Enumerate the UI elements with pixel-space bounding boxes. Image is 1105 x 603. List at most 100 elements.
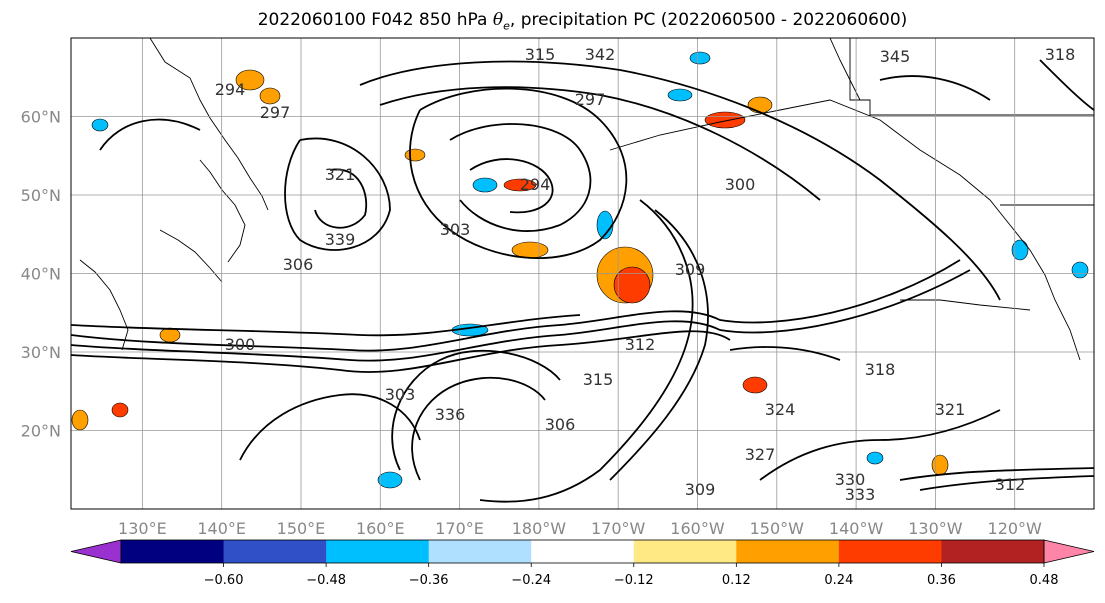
contour-label: 309: [675, 260, 706, 279]
precip-cell: [91, 118, 109, 132]
lat-label: 50°N: [21, 186, 61, 205]
contour-label: 342: [585, 45, 616, 64]
lon-label: 170°W: [591, 519, 646, 538]
contour-label: 345: [880, 47, 911, 66]
theta-e-contour: [919, 475, 1094, 491]
gridlines: [71, 38, 1094, 509]
contour-label: 303: [440, 220, 471, 239]
contour-label: 327: [745, 445, 776, 464]
theta-e-contour: [71, 259, 961, 352]
lon-label: 180°W: [512, 519, 567, 538]
contour-label: 294: [215, 80, 246, 99]
precip-cell: [1071, 261, 1089, 279]
theta-e-contour: [391, 349, 561, 471]
precip-cell: [704, 111, 746, 129]
precip-cell: [472, 177, 498, 193]
latitude-labels: 20°N 30°N 40°N 50°N 60°N: [21, 108, 61, 441]
contour-label: 303: [385, 385, 416, 404]
theta-e-contour: [314, 168, 368, 229]
precip-cell: [689, 51, 711, 65]
contour-label: 297: [260, 103, 291, 122]
contour-label: 306: [283, 255, 314, 274]
precip-cell: [235, 69, 265, 91]
theta-e-contour: [729, 346, 841, 361]
theta-e-contour: [379, 86, 821, 201]
precip-cell: [71, 409, 89, 431]
precip-cell: [667, 88, 693, 102]
contour-label: 315: [583, 370, 614, 389]
contour-label: 321: [935, 400, 966, 419]
precip-cell: [511, 241, 549, 259]
map-frame: [70, 37, 1095, 510]
theta-e-contour: [759, 409, 1001, 481]
lon-label: 130°E: [118, 519, 167, 538]
coastline: [79, 259, 129, 351]
theta-e-contour: [71, 269, 971, 362]
map-title: 2022060100 F042 850 hPa θe, precipitatio…: [0, 10, 1105, 32]
theta-e-contour: [71, 330, 731, 373]
precip-cell: [404, 148, 426, 162]
lon-label: 130°W: [908, 519, 963, 538]
title-theta-sub: e: [503, 19, 510, 33]
coastlines: [79, 38, 1094, 361]
contour-label: 297: [575, 90, 606, 109]
precip-cell: [259, 87, 281, 105]
contour-label: 333: [845, 485, 876, 504]
lon-label: 140°W: [829, 519, 884, 538]
contour-label: 294: [520, 175, 551, 194]
title-theta: θ: [492, 10, 504, 30]
contour-label: 336: [435, 405, 466, 424]
contour-label: 306: [545, 415, 576, 434]
lat-label: 60°N: [21, 108, 61, 127]
theta-e-contour: [411, 376, 546, 481]
coastline: [609, 99, 1081, 361]
theta-e-contour: [359, 60, 1001, 301]
precip-cell: [159, 327, 181, 343]
lon-label: 170°E: [435, 519, 484, 538]
theta-e-contour: [899, 467, 1094, 481]
lat-label: 40°N: [21, 265, 61, 284]
theta-e-contour: [409, 87, 628, 260]
theta-e-contour: [609, 209, 709, 481]
contour-label: 339: [325, 230, 356, 249]
lon-label: 120°W: [988, 519, 1043, 538]
lon-label: 150°W: [750, 519, 805, 538]
theta-e-contour: [469, 158, 554, 214]
theta-e-contour: [449, 123, 592, 232]
coastline: [900, 299, 1031, 311]
lon-label: 160°W: [670, 519, 725, 538]
precip-cell: [866, 451, 884, 465]
theta-e-contour: [71, 314, 581, 337]
contour-label: 318: [1045, 45, 1076, 64]
contour-label: 324: [765, 400, 796, 419]
precip-cell: [503, 178, 537, 192]
theta-e-contour: [99, 118, 201, 151]
contour-label: 321: [325, 165, 356, 184]
coastline: [159, 229, 223, 283]
coastline: [199, 159, 246, 263]
precip-cell: [742, 376, 768, 394]
precip-cell: [377, 471, 403, 489]
theta-e-contour: [284, 137, 391, 251]
contour-label: 312: [625, 335, 656, 354]
coastline: [829, 38, 861, 101]
lon-label: 160°E: [356, 519, 405, 538]
contour-label: 330: [835, 470, 866, 489]
title-suffix: , precipitation PC (2022060500 - 2022060…: [509, 10, 908, 30]
contour-label: 312: [995, 475, 1026, 494]
title-prefix: 2022060100 F042 850 hPa: [257, 10, 493, 30]
theta-e-contour: [239, 393, 421, 461]
precip-cell: [613, 266, 651, 304]
theta-e-contour: [879, 75, 991, 101]
precip-cell: [1011, 239, 1029, 261]
theta-e-contour: [479, 199, 694, 503]
precip-cell: [111, 402, 129, 418]
contour-label: 300: [725, 175, 756, 194]
coastline: [149, 38, 269, 211]
theta-e-contour: [1039, 59, 1094, 111]
theta-e-contours: [71, 59, 1094, 503]
contour-label: 300: [225, 335, 256, 354]
longitude-labels: 130°E 140°E 150°E 160°E 170°E 180°W 170°W 160°W…: [118, 519, 1042, 538]
